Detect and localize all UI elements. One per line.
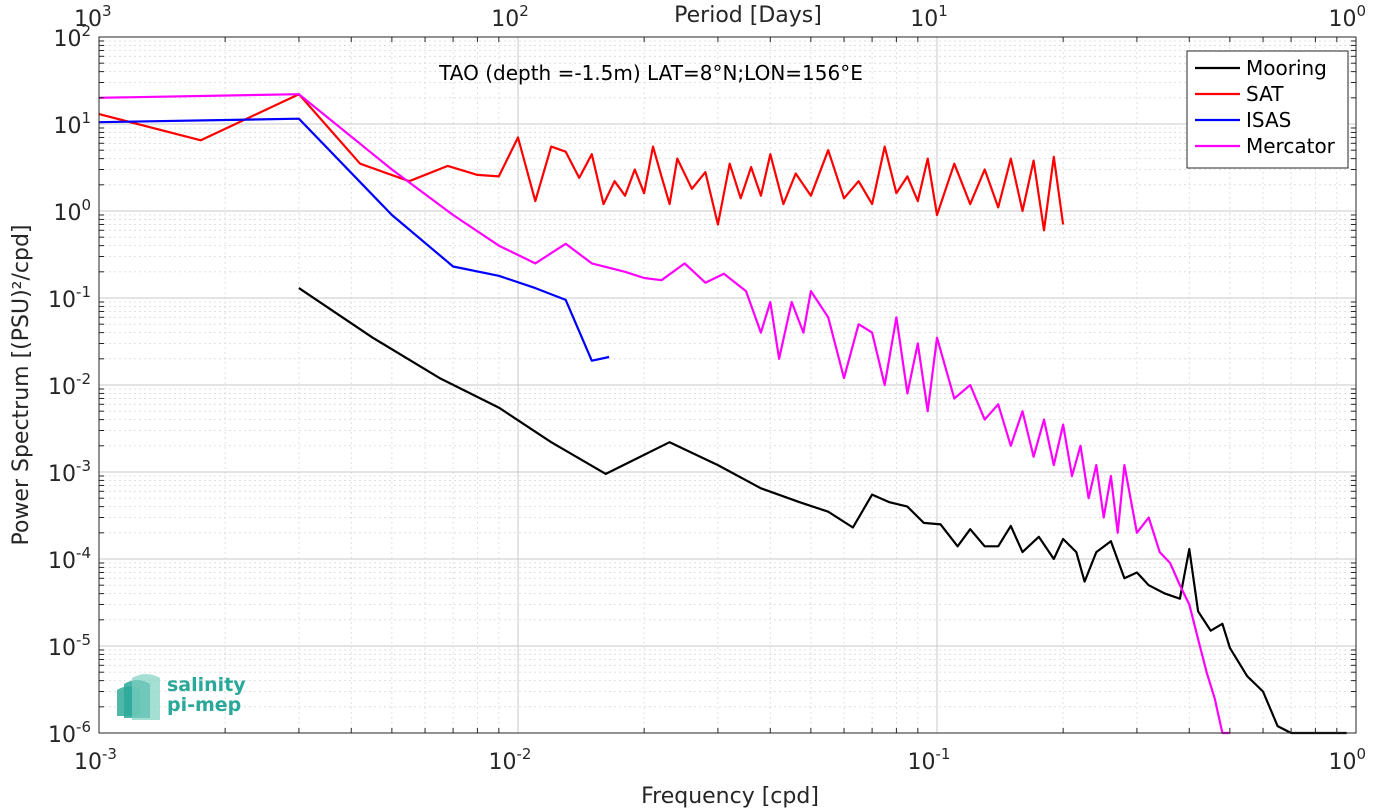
plot-frame — [98, 36, 1357, 734]
series-line-mercator — [98, 93, 1230, 735]
top-tick-label: 103 — [74, 2, 112, 32]
y-axis-label: Power Spectrum [(PSU)²/cpd] — [9, 224, 34, 545]
y-tick-label: 10-3 — [48, 457, 91, 487]
y-tick-label: 102 — [53, 22, 91, 52]
series-line-mooring — [298, 287, 1347, 735]
y-tick-label: 10-1 — [48, 283, 91, 313]
y-tick-label: 10-2 — [48, 370, 91, 400]
legend-label-isas: ISAS — [1246, 108, 1291, 132]
x-tick-label: 100 — [1328, 745, 1366, 775]
x-tick-label: 10-1 — [908, 745, 951, 775]
series-layer — [98, 93, 1347, 735]
x-tick-label: 10-2 — [489, 745, 532, 775]
top-tick-label: 101 — [910, 2, 948, 32]
x-axis-label: Frequency [cpd] — [641, 784, 819, 809]
logo-line1: salinity — [167, 674, 246, 696]
axis-ticks — [99, 37, 1356, 733]
legend-label-mercator: Mercator — [1246, 134, 1336, 158]
y-tick-label: 10-5 — [48, 631, 91, 661]
series-line-isas — [98, 117, 610, 362]
legend-label-sat: SAT — [1246, 82, 1284, 106]
top-tick-label: 100 — [1328, 2, 1366, 32]
salinity-pi-mep-logo: salinity pi-mep — [117, 674, 246, 720]
y-tick-label: 10-6 — [48, 718, 91, 748]
legend-label-mooring: Mooring — [1246, 56, 1327, 80]
logo-line2: pi-mep — [167, 694, 241, 716]
top-axis-label: Period [Days] — [674, 3, 822, 28]
y-tick-label: 100 — [53, 196, 91, 226]
top-tick-label: 102 — [491, 2, 529, 32]
legend-box — [1186, 50, 1349, 169]
y-tick-label: 101 — [53, 109, 91, 139]
y-tick-label: 10-4 — [48, 544, 91, 574]
series-line-sat — [98, 93, 1065, 232]
chart-title: TAO (depth =-1.5m) LAT=8°N;LON=156°E — [438, 61, 863, 85]
x-tick-label: 10-3 — [74, 745, 117, 775]
